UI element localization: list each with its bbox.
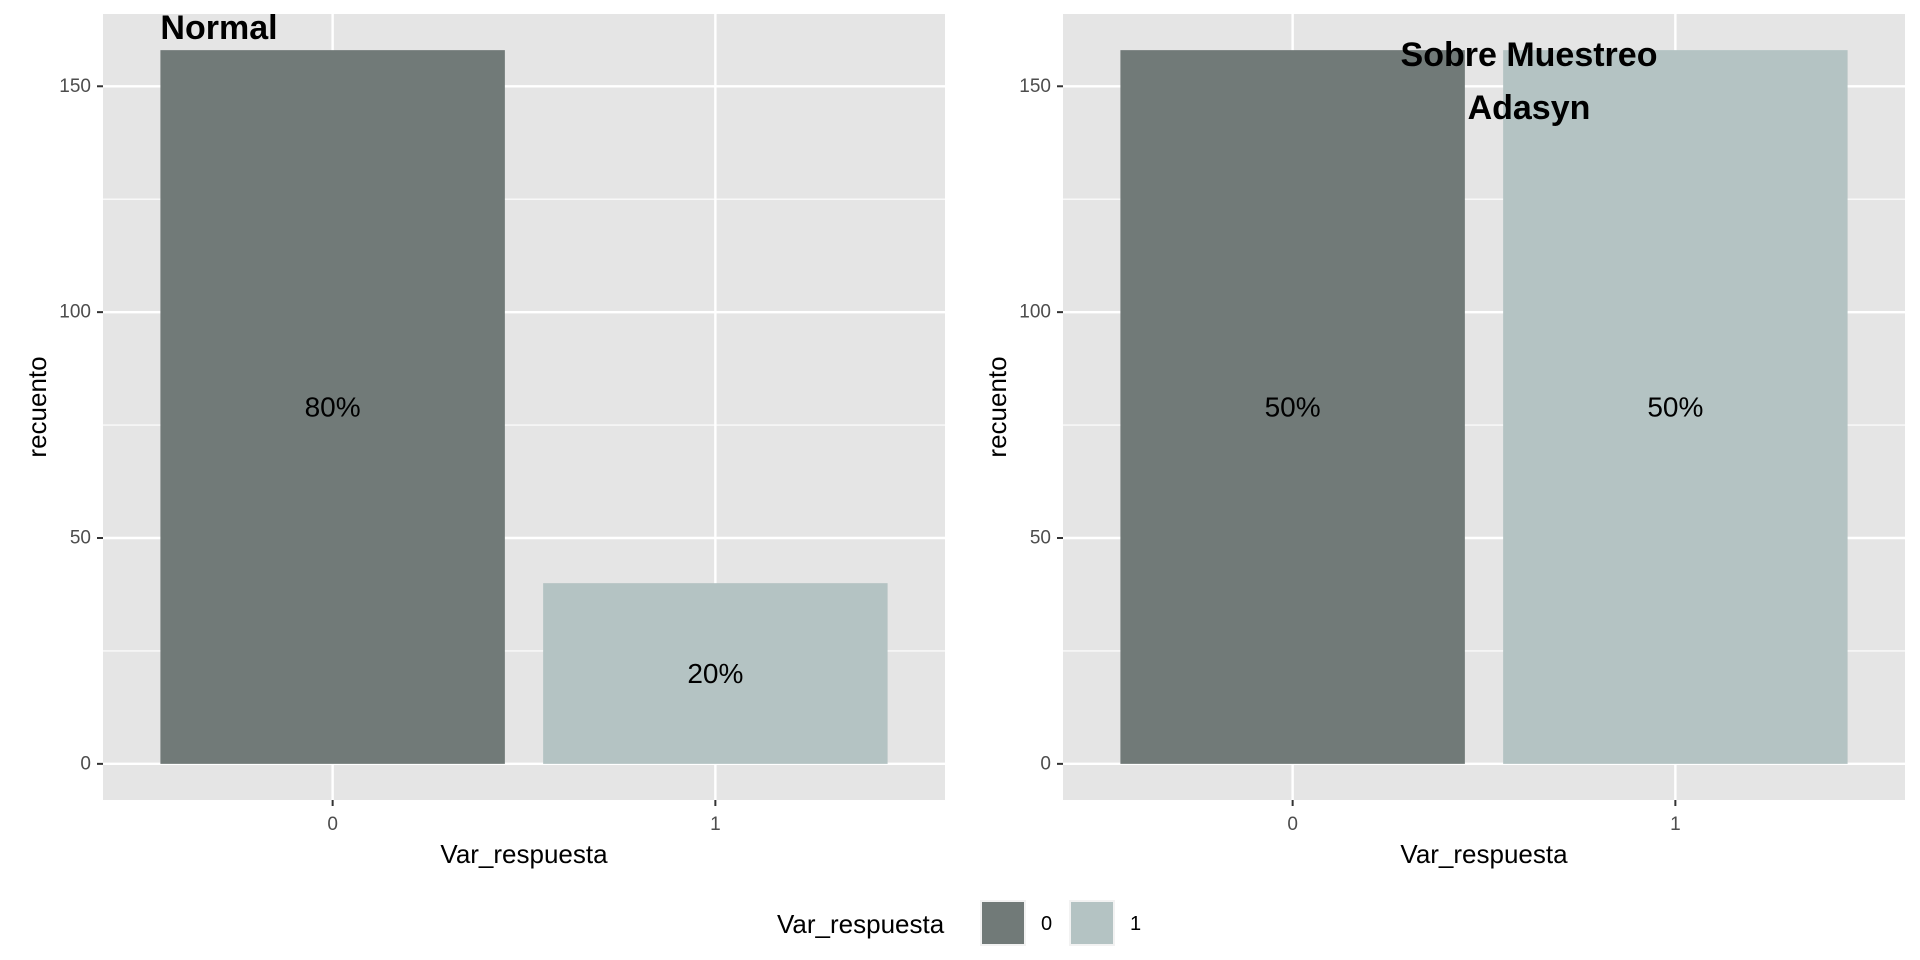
panel-title-right-line-1: Sobre Muestreo	[1401, 36, 1658, 74]
legend-swatch-1	[1071, 902, 1113, 944]
panel-title-left: Normal	[160, 9, 277, 47]
data-label-left-0: 80%	[305, 392, 361, 423]
x-tick-label-left: 0	[327, 814, 338, 835]
y-tick-label-right: 50	[1030, 528, 1051, 549]
y-axis-title-left: recuento	[22, 356, 52, 457]
bar-left-0	[160, 50, 505, 764]
bar-right-0	[1120, 50, 1465, 764]
legend-swatch-0	[982, 902, 1024, 944]
x-axis-title-left: Var_respuesta	[440, 839, 608, 869]
x-tick-label-right: 1	[1670, 814, 1681, 835]
legend-label-0: 0	[1041, 913, 1052, 935]
bar-left-1	[543, 583, 888, 764]
legend-label-1: 1	[1130, 913, 1141, 935]
y-tick-label-left: 150	[59, 76, 91, 97]
y-tick-label-left: 100	[59, 302, 91, 323]
data-label-left-1: 20%	[687, 658, 743, 689]
y-tick-label-right: 0	[1040, 753, 1051, 774]
data-label-right-0: 50%	[1265, 392, 1321, 423]
y-tick-label-right: 100	[1019, 302, 1051, 323]
data-label-right-1: 50%	[1647, 392, 1703, 423]
legend-title: Var_respuesta	[777, 909, 945, 939]
x-tick-label-right: 0	[1287, 814, 1298, 835]
x-tick-label-left: 1	[710, 814, 721, 835]
bar-right-1	[1503, 50, 1848, 764]
y-axis-title-right: recuento	[982, 356, 1012, 457]
y-tick-label-right: 150	[1019, 76, 1051, 97]
panel-title-right-line-2: Adasyn	[1468, 89, 1591, 127]
x-axis-title-right: Var_respuesta	[1400, 839, 1568, 869]
y-tick-label-left: 50	[70, 528, 91, 549]
y-tick-label-left: 0	[80, 753, 91, 774]
